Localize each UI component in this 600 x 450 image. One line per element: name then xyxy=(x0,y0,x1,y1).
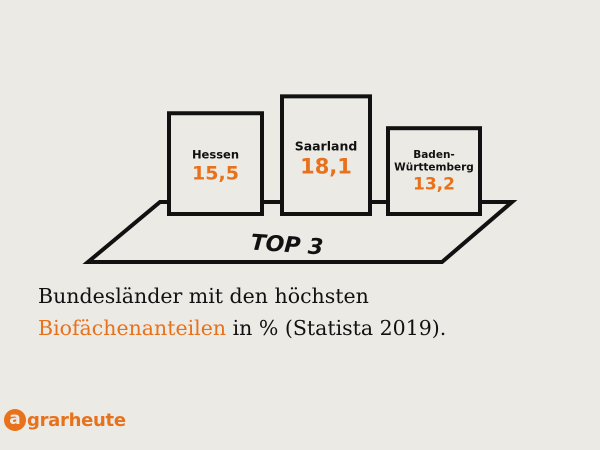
caption-line-1: Bundesländer mit den höchsten xyxy=(38,284,369,308)
box-value-1: 15,5 xyxy=(192,163,239,185)
caption-line-2: Biofächenanteilen in % (Statista 2019). xyxy=(38,312,578,344)
podium-box-1 xyxy=(167,111,264,216)
box-value-3: 13,2 xyxy=(413,174,455,194)
caption: Bundesländer mit den höchsten Biofächena… xyxy=(38,280,578,344)
box-name-1: Hessen xyxy=(192,148,239,162)
caption-rest: in % (Statista 2019). xyxy=(226,316,447,340)
podium-box-2 xyxy=(280,94,372,216)
box-name-3: Baden-Württemberg xyxy=(394,149,474,174)
logo-mark: a xyxy=(4,409,26,431)
logo-text: grarheute xyxy=(27,409,126,431)
box-value-2: 18,1 xyxy=(300,154,352,178)
box-name-2: Saarland xyxy=(295,138,358,153)
podium-label: TOP 3 xyxy=(250,230,324,260)
agrarheute-logo: a grarheute xyxy=(4,408,126,432)
podium-box-3 xyxy=(386,126,482,216)
caption-highlight: Biofächenanteilen xyxy=(38,316,227,340)
